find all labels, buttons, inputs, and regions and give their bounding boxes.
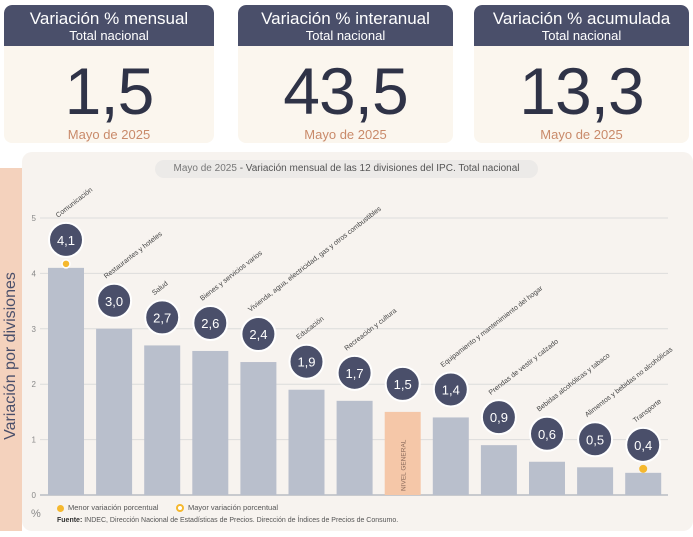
card-interanual: Variación % interanual Total nacional 43… <box>238 5 453 143</box>
source-note: Fuente: INDEC, Dirección Nacional de Est… <box>57 517 398 524</box>
value-bubble <box>192 304 229 341</box>
value-bubble <box>48 221 84 258</box>
chart-title-text: - Variación mensual de las 12 divisiones… <box>239 163 520 174</box>
y-tick-label: 1 <box>32 436 37 445</box>
bar <box>48 267 84 495</box>
source-label: Fuente: <box>57 517 83 524</box>
card-subtitle: Total nacional <box>69 28 149 43</box>
bar <box>144 345 181 495</box>
legend-max: Mayor variación porcentual <box>176 503 279 513</box>
value-label: 0,4 <box>634 438 652 453</box>
value-label: 2,7 <box>153 310 171 325</box>
value-label: 2,4 <box>249 327 267 342</box>
chart-title: Mayo de 2025 - Variación mensual de las … <box>155 160 538 178</box>
value-label: 3,0 <box>105 294 123 309</box>
legend-min-marker <box>57 504 64 512</box>
category-label: Alimentos y bebidas no alcohólicas <box>584 346 675 419</box>
card-date: Mayo de 2025 <box>304 127 387 142</box>
legend-max-label: Mayor variación porcentual <box>188 503 279 512</box>
category-label: Comunicación <box>55 187 94 220</box>
card-header: Variación % acumulada Total nacional <box>474 5 689 46</box>
category-label: Salud <box>151 280 170 297</box>
category-label: Vivienda, agua, electricidad, gas y otro… <box>247 205 383 313</box>
value-bubble <box>96 282 133 319</box>
category-label: Transporte <box>632 398 663 424</box>
bar <box>336 400 373 495</box>
value-label: 0,5 <box>586 432 604 447</box>
y-axis-band <box>0 168 22 531</box>
card-date: Mayo de 2025 <box>67 127 151 142</box>
bar <box>577 467 614 495</box>
value-bubble <box>529 415 565 452</box>
card-header: Variación % mensual Total nacional <box>4 5 214 46</box>
bar <box>240 362 277 495</box>
value-bubble <box>432 371 469 408</box>
source-text: INDEC, Dirección Nacional de Estadística… <box>84 517 399 524</box>
bar <box>529 461 565 495</box>
category-label: Recreación y cultura <box>344 308 399 353</box>
legend-min: Menor variación porcentual <box>57 503 158 512</box>
y-tick-label: 3 <box>32 325 37 334</box>
value-bubble <box>288 343 325 380</box>
card-acumulada: Variación % acumulada Total nacional 13,… <box>474 5 689 143</box>
bar <box>288 389 325 495</box>
card-mensual: Variación % mensual Total nacional 1,5 M… <box>4 5 214 143</box>
y-tick-label: 5 <box>32 214 37 223</box>
bar <box>432 417 469 495</box>
card-value: 43,5 <box>283 54 408 128</box>
value-bubble <box>625 426 662 463</box>
card-subtitle: Total nacional <box>305 28 386 43</box>
card-title: Variación % mensual <box>29 9 189 28</box>
card-subtitle: Total nacional <box>541 28 622 43</box>
category-label: NIVEL GENERAL <box>401 439 408 491</box>
value-bubble <box>336 354 373 391</box>
bar <box>384 411 421 495</box>
card-value: 1,5 <box>64 54 155 128</box>
bar <box>192 350 229 495</box>
legend-min-label: Menor variación porcentual <box>68 503 159 512</box>
legend-max-marker <box>176 504 184 513</box>
y-tick-label: 2 <box>32 380 37 389</box>
y-tick-label: 4 <box>32 269 37 278</box>
max-marker <box>61 259 71 269</box>
category-label: Bienes y servicios varios <box>199 250 264 303</box>
bar <box>625 472 662 495</box>
value-label: 1,7 <box>346 366 364 381</box>
bar <box>96 328 133 495</box>
chart-title-date: Mayo de 2025 <box>173 163 237 174</box>
bar <box>480 445 517 495</box>
card-title: Variación % acumulada <box>492 9 671 28</box>
y-axis-unit: % <box>31 508 41 520</box>
card-value: 13,3 <box>519 54 644 128</box>
card-title: Variación % interanual <box>261 9 430 28</box>
value-label: 0,6 <box>538 427 556 442</box>
value-label: 0,9 <box>490 410 508 425</box>
category-label: Equipamiento y mantenimiento del hogar <box>440 285 545 369</box>
card-header: Variación % interanual Total nacional <box>238 5 453 46</box>
category-label: Restaurantes y hoteles <box>103 230 164 280</box>
category-label: Prendas de vestir y calzado <box>488 338 560 397</box>
value-label: 1,4 <box>442 382 460 397</box>
value-bubble <box>240 316 277 353</box>
value-label: 4,1 <box>57 233 75 248</box>
value-label: 2,6 <box>201 316 219 331</box>
value-bubble <box>577 421 614 458</box>
min-marker <box>639 464 648 473</box>
value-label: 1,5 <box>394 377 412 392</box>
value-label: 1,9 <box>297 355 315 370</box>
value-bubble <box>144 299 181 336</box>
card-date: Mayo de 2025 <box>540 127 623 142</box>
value-bubble <box>480 399 517 436</box>
y-tick-label: 0 <box>32 491 37 500</box>
value-bubble <box>384 365 421 402</box>
